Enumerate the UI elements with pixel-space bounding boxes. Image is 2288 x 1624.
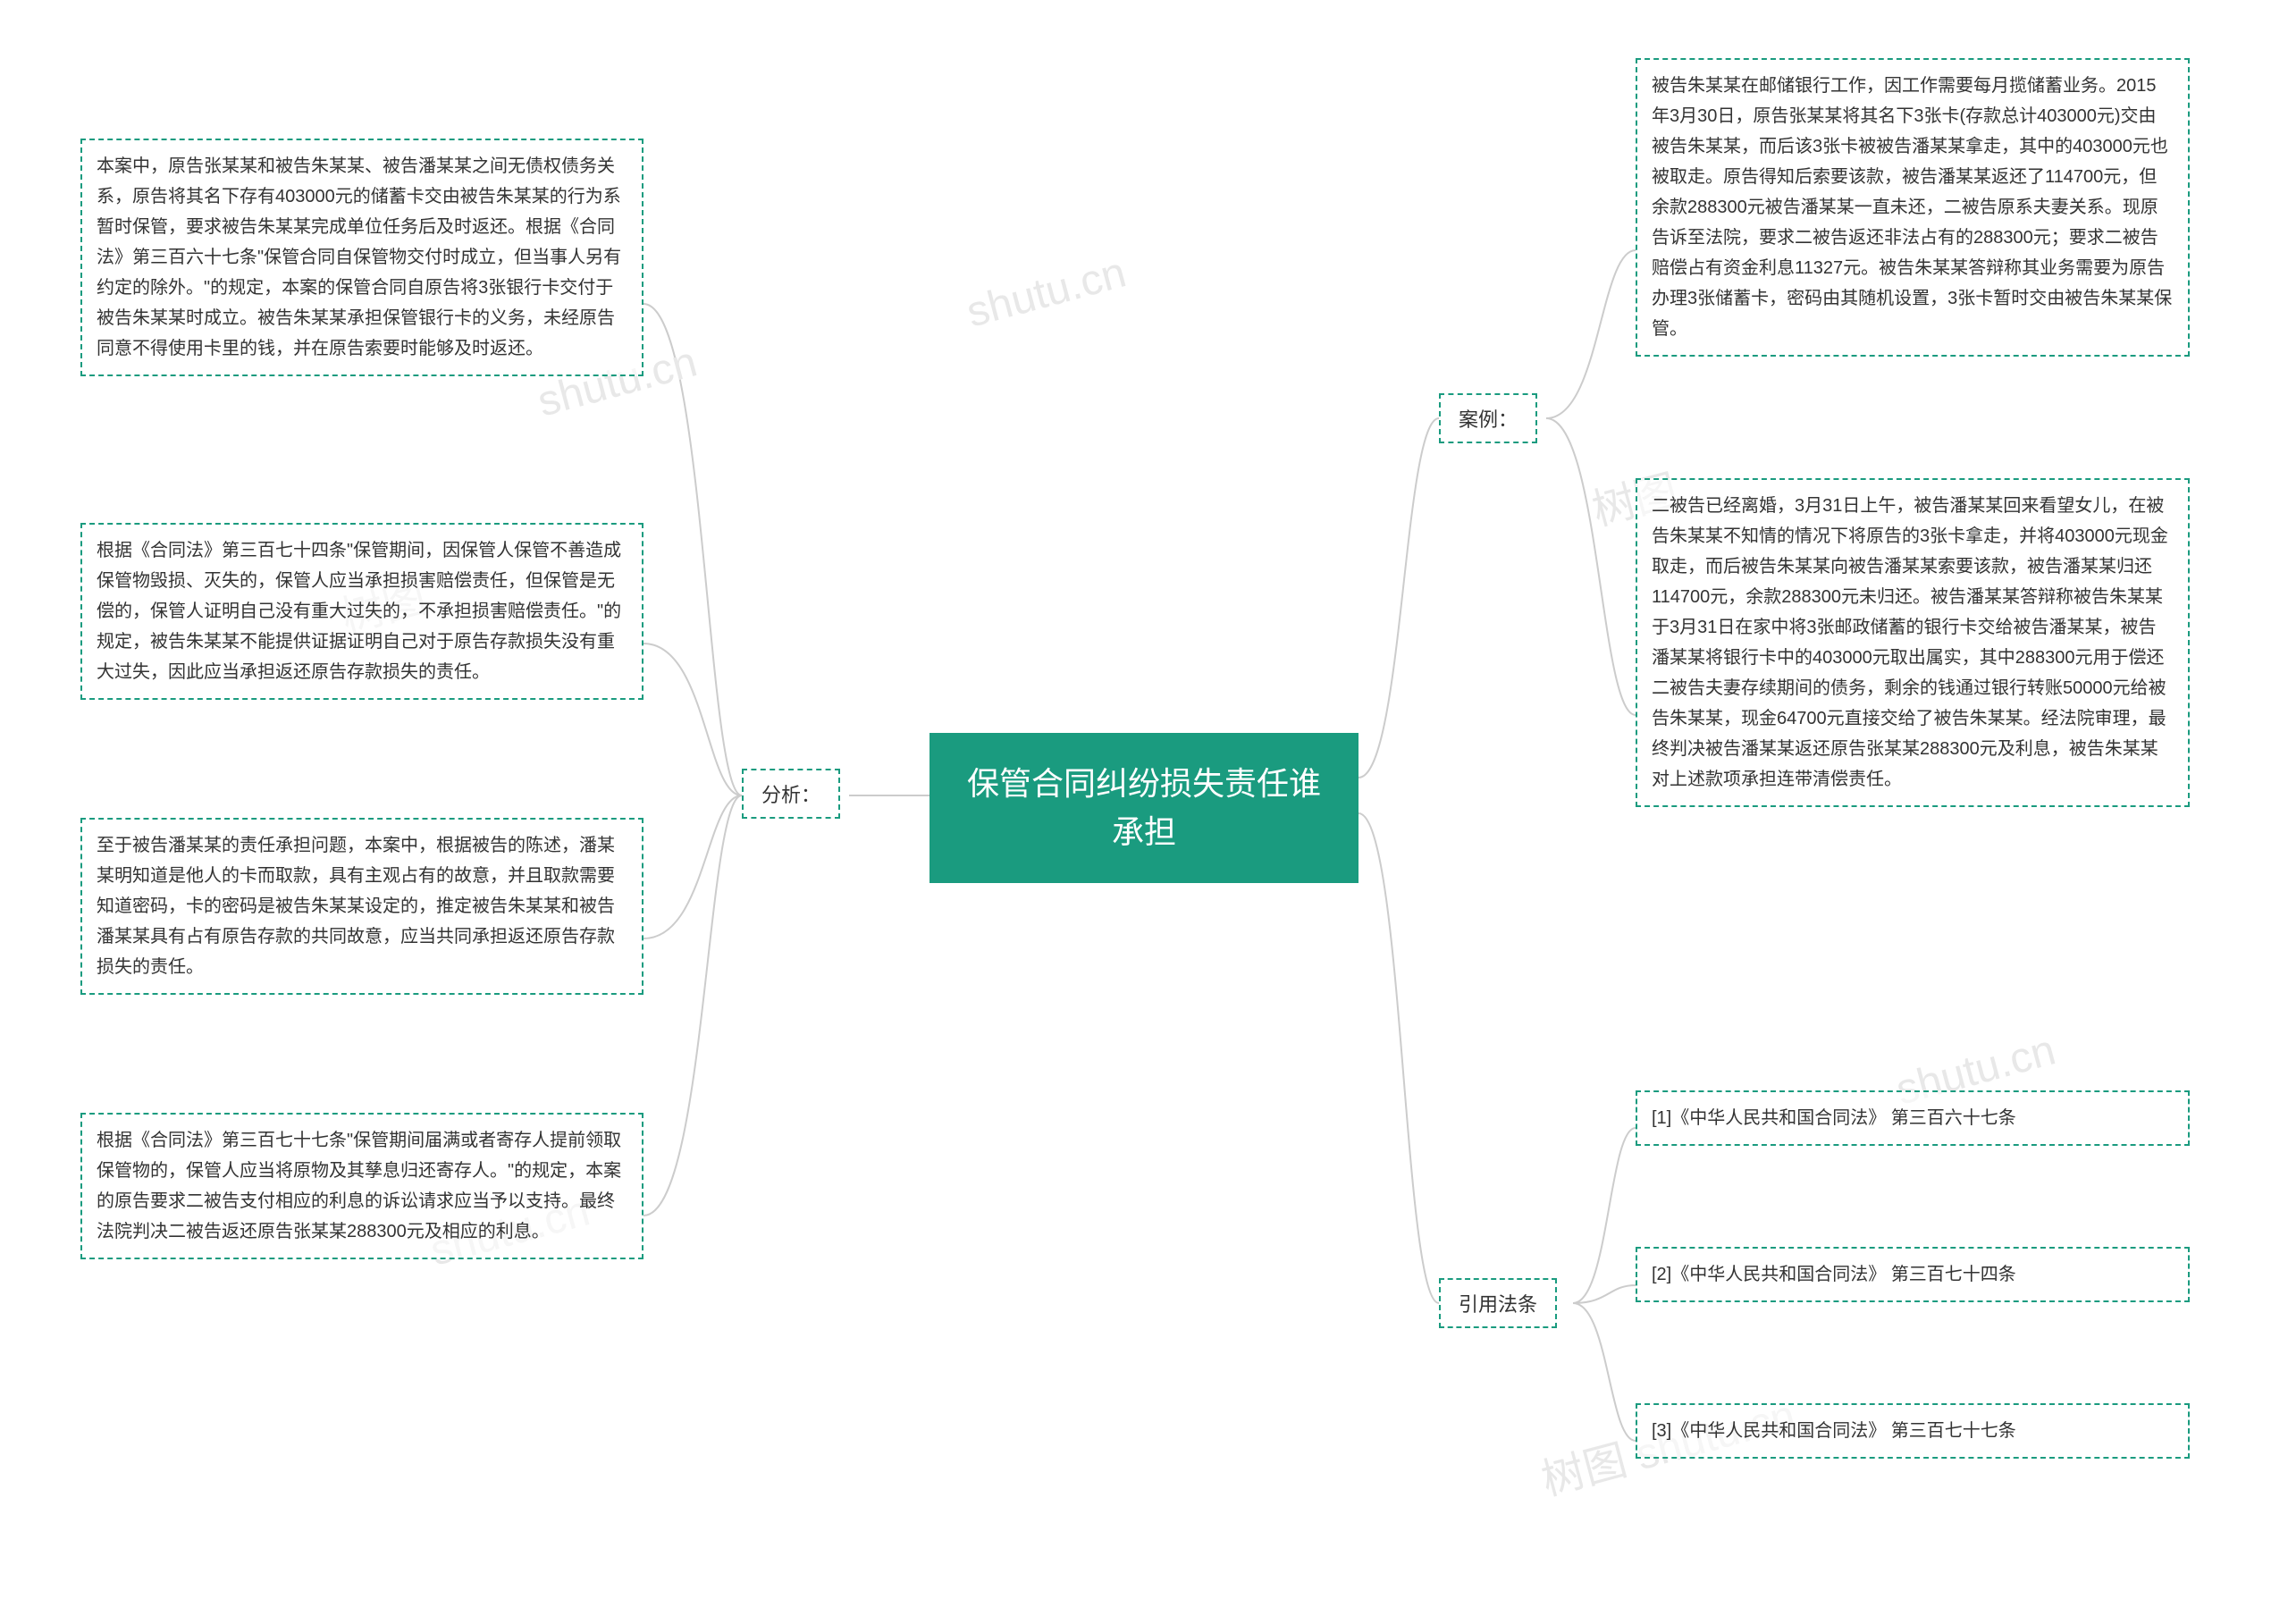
analysis-item-0: 本案中，原告张某某和被告朱某某、被告潘某某之间无债权债务关系，原告将其名下存有4… [80, 139, 644, 376]
center-node: 保管合同纠纷损失责任谁承担 [930, 733, 1358, 883]
analysis-branch-label: 分析： [742, 769, 840, 819]
analysis-item-1: 根据《合同法》第三百七十四条"保管期间，因保管人保管不善造成保管物毁损、灭失的，… [80, 523, 644, 700]
law-item-2: [3]《中华人民共和国合同法》 第三百七十七条 [1636, 1403, 2190, 1459]
case-item-0: 被告朱某某在邮储银行工作，因工作需要每月揽储蓄业务。2015年3月30日，原告张… [1636, 58, 2190, 357]
law-branch-label: 引用法条 [1439, 1278, 1557, 1328]
law-item-0: [1]《中华人民共和国合同法》 第三百六十七条 [1636, 1090, 2190, 1146]
case-branch-label: 案例： [1439, 393, 1537, 443]
case-item-1: 二被告已经离婚，3月31日上午，被告潘某某回来看望女儿，在被告朱某某不知情的情况… [1636, 478, 2190, 807]
analysis-item-3: 根据《合同法》第三百七十七条"保管期间届满或者寄存人提前领取保管物的，保管人应当… [80, 1113, 644, 1259]
law-item-1: [2]《中华人民共和国合同法》 第三百七十四条 [1636, 1247, 2190, 1302]
analysis-item-2: 至于被告潘某某的责任承担问题，本案中，根据被告的陈述，潘某某明知道是他人的卡而取… [80, 818, 644, 995]
